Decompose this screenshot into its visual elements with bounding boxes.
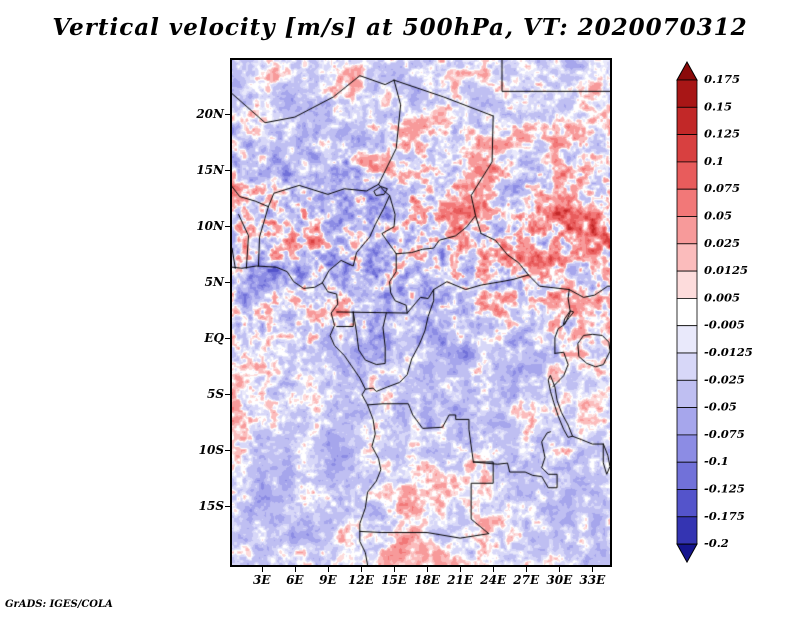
y-axis-tick-label: 15N — [196, 162, 224, 177]
y-axis-tickmark — [225, 393, 230, 395]
colorbar-level-label: -0.075 — [704, 427, 745, 441]
x-axis-tickmark — [526, 567, 528, 572]
colorbar-level-label: 0.125 — [704, 127, 740, 141]
x-axis-tick-label: 21E — [447, 573, 474, 587]
colorbar-level-label: 0.075 — [704, 181, 740, 195]
x-axis-tickmark — [559, 567, 561, 572]
x-axis-tickmark — [261, 567, 263, 572]
colorbar-level-label: 0.005 — [704, 290, 740, 304]
x-axis-tick-label: 18E — [414, 573, 440, 587]
colorbar-segment — [676, 434, 698, 463]
x-axis-tick-label: 12E — [348, 573, 374, 587]
y-axis-tick-label: 5N — [204, 274, 224, 289]
colorbar-segment — [676, 352, 698, 381]
colorbar-level-label: 0.15 — [704, 99, 732, 113]
colorbar-segment — [676, 134, 698, 163]
y-axis-tickmark — [225, 505, 230, 507]
y-axis-tick-label: EQ — [204, 330, 224, 345]
x-axis-tickmark — [460, 567, 462, 572]
colorbar-segment — [676, 516, 698, 545]
x-axis-tickmark — [427, 567, 429, 572]
colorbar-segment — [676, 79, 698, 108]
colorbar-arrow-top — [676, 60, 698, 81]
colorbar-level-label: -0.2 — [704, 536, 729, 550]
x-axis-tick-label: 9E — [319, 573, 337, 587]
x-axis-tick-label: 27E — [513, 573, 540, 587]
colorbar-segment — [676, 216, 698, 245]
colorbar-level-label: -0.175 — [704, 509, 745, 523]
colorbar-segment — [676, 270, 698, 299]
colorbar-segment — [676, 407, 698, 436]
y-axis-tick-label: 15S — [198, 498, 224, 513]
x-axis-tick-label: 3E — [253, 573, 271, 587]
colorbar-level-label: 0.025 — [704, 236, 740, 250]
colorbar-segment — [676, 379, 698, 408]
colorbar-level-label: -0.1 — [704, 454, 729, 468]
page-title: Vertical velocity [m/s] at 500hPa, VT: 2… — [52, 14, 748, 41]
y-axis-tick-label: 10N — [196, 218, 224, 233]
x-axis-tickmark — [294, 567, 296, 572]
y-axis-tick-label: 20N — [196, 106, 224, 121]
colorbar-segment — [676, 297, 698, 327]
colorbar-level-label: 0.0125 — [704, 263, 748, 277]
x-axis-tickmark — [327, 567, 329, 572]
colorbar-arrow-bottom — [676, 543, 698, 564]
y-axis-tickmark — [225, 449, 230, 451]
velocity-heatmap-canvas — [232, 60, 610, 565]
y-axis-tick-label: 10S — [198, 442, 224, 457]
y-axis-tickmark — [225, 169, 230, 171]
colorbar-segment — [676, 188, 698, 217]
colorbar-level-label: 0.1 — [704, 154, 724, 168]
colorbar-level-label: 0.05 — [704, 209, 732, 223]
colorbar-level-label: 0.175 — [704, 72, 740, 86]
x-axis-tickmark — [592, 567, 594, 572]
y-axis-tick-label: 5S — [206, 386, 224, 401]
colorbar-segment — [676, 243, 698, 272]
colorbar-segment — [676, 461, 698, 490]
x-axis-tick-label: 30E — [546, 573, 573, 587]
x-axis-tick-label: 6E — [286, 573, 304, 587]
colorbar-segment — [676, 325, 698, 354]
x-axis-tick-label: 15E — [381, 573, 407, 587]
y-axis-tickmark — [225, 225, 230, 227]
colorbar-segment — [676, 106, 698, 135]
colorbar-level-label: -0.125 — [704, 482, 745, 496]
x-axis-tickmark — [394, 567, 395, 572]
colorbar-segment — [676, 489, 698, 518]
colorbar-level-label: -0.025 — [704, 372, 745, 386]
y-axis-tickmark — [225, 113, 230, 115]
y-axis-tickmark — [225, 281, 230, 283]
x-axis-tick-label: 33E — [579, 573, 606, 587]
colorbar-level-label: -0.005 — [704, 318, 745, 332]
colorbar-level-label: -0.0125 — [704, 345, 753, 359]
x-axis-tickmark — [493, 567, 495, 572]
colorbar: 0.175 0.15 0.125 0.1 0.075 0.05 0.025 0.0125 0.0… — [676, 60, 753, 564]
colorbar-segment — [676, 161, 698, 190]
x-axis-tickmark — [360, 567, 362, 572]
colorbar-level-label: -0.05 — [704, 400, 737, 414]
y-axis-tickmark — [225, 337, 230, 339]
grads-credit: GrADS: IGES/COLA — [5, 599, 113, 610]
x-axis-tick-label: 24E — [480, 573, 507, 587]
